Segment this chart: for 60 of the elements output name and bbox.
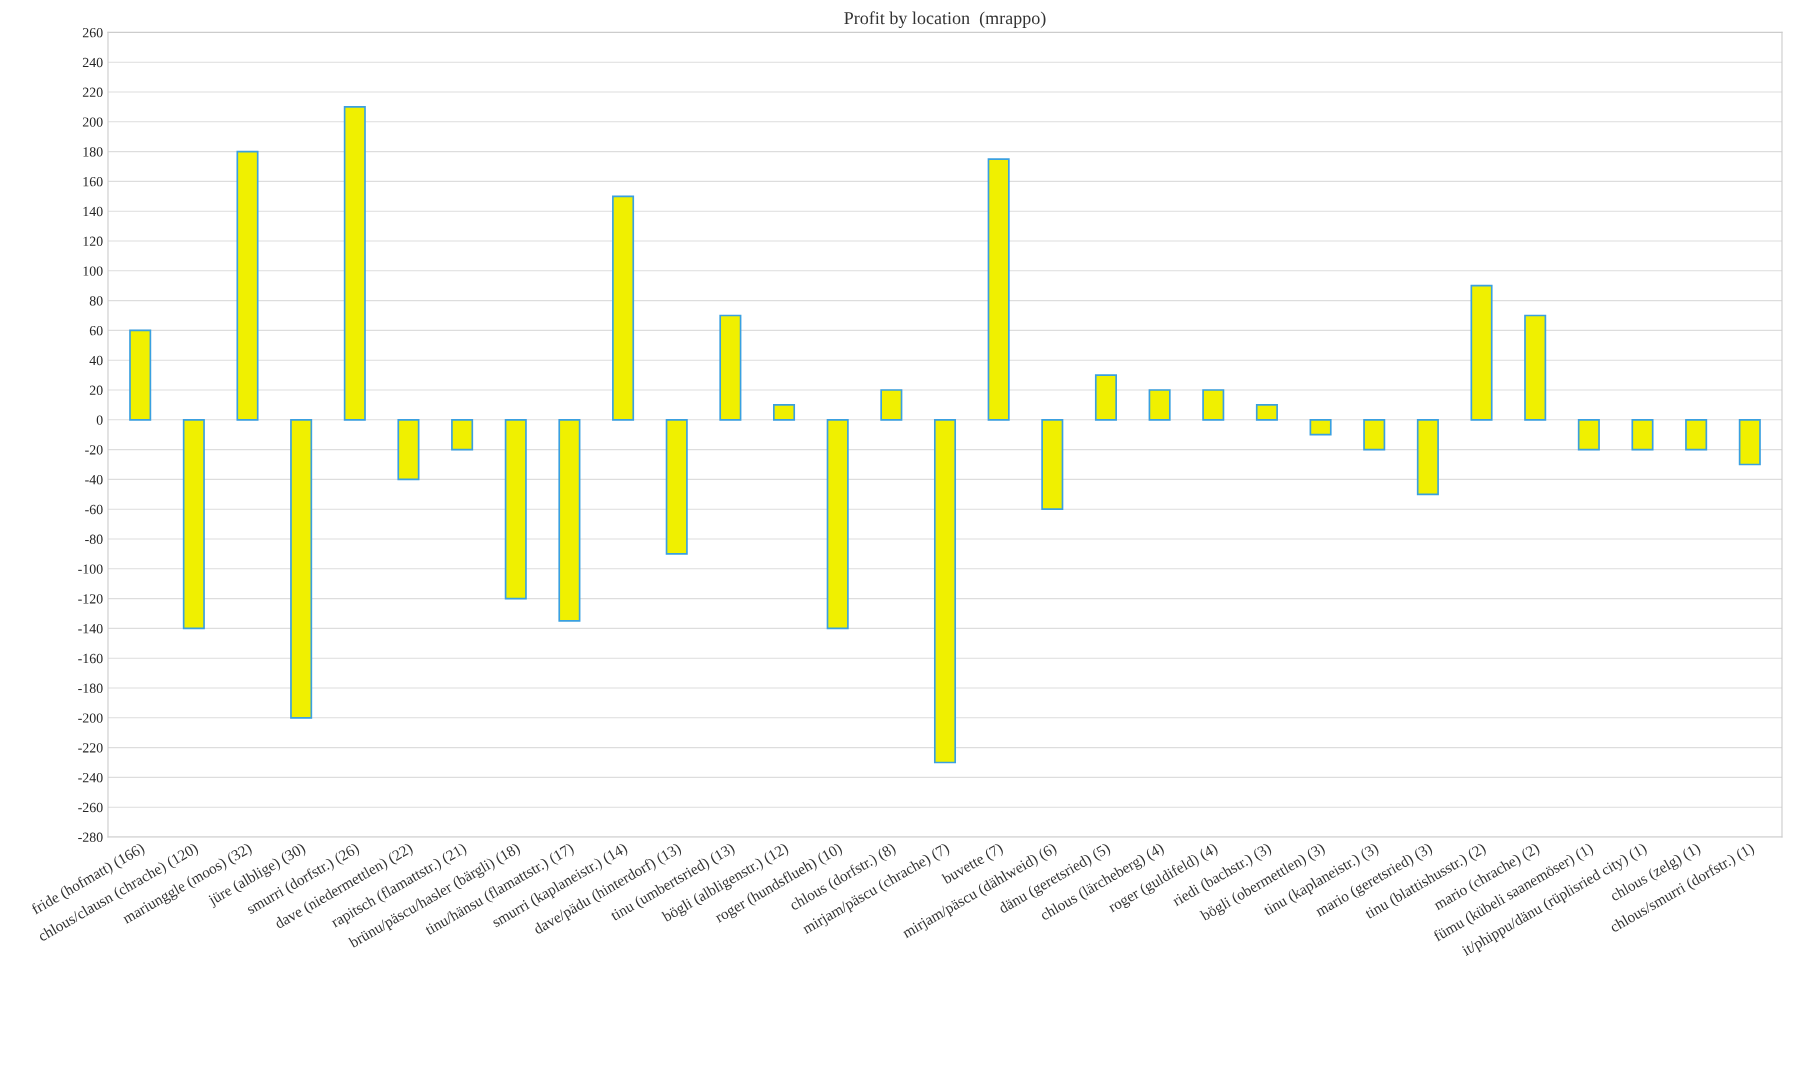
bar [1148,389,1171,421]
bar [236,150,259,421]
bar [343,106,366,421]
y-tick-label: 200 [82,117,103,127]
bar [1202,389,1225,421]
y-tick-label: -120 [78,594,103,604]
bar [987,158,1010,421]
bar [933,418,957,764]
bar [290,418,313,719]
bar [1685,418,1708,451]
y-tick-label: 140 [83,206,103,217]
chart-title: Profit by location (mrappo) [844,11,1046,28]
bar [182,418,205,630]
y-tick-label: -40 [85,474,103,485]
y-tick-label: 0 [96,415,103,425]
bar [1470,284,1493,421]
y-tick-label: 80 [89,296,103,306]
bar [773,404,796,421]
y-tick-label: 220 [82,87,103,97]
bar [880,389,903,421]
y-tick-label: 20 [89,385,103,395]
y-tick-label: 240 [82,57,103,68]
bar [504,418,527,600]
bar [129,329,152,421]
y-tick-label: 40 [89,355,103,366]
bar [1309,418,1332,436]
bar [1255,404,1278,421]
bar [1363,418,1386,451]
y-tick-label: -60 [85,504,103,515]
bar [451,418,474,451]
y-tick-label: -20 [85,445,103,455]
y-tick-label: -80 [85,534,103,544]
bar [1041,418,1064,511]
y-tick-label: 260 [82,27,103,38]
y-tick-label: -140 [78,623,103,634]
y-tick-label: -100 [78,564,103,574]
bar [1416,418,1439,496]
y-tick-label: 160 [83,176,103,187]
bar [1094,374,1117,421]
y-tick-label: 180 [83,147,103,157]
bar [1524,314,1547,421]
bar [719,314,742,421]
y-tick-label: -240 [78,772,103,783]
bar [397,418,420,481]
bar [558,418,581,622]
y-tick-label: -180 [78,683,103,693]
y-tick-label: 60 [89,325,103,336]
y-tick-label: 120 [83,236,103,246]
bar [665,418,688,555]
y-tick-label: -200 [78,713,103,723]
bar [826,418,849,630]
bar [1631,418,1654,451]
bar [1738,418,1761,466]
y-tick-label: 100 [83,266,103,276]
y-tick-label: -260 [78,802,103,813]
y-tick-label: -160 [78,653,103,664]
y-tick-label: -220 [78,743,103,753]
y-tick-label: -280 [78,832,103,842]
bar [1577,418,1600,451]
bar [612,195,635,421]
